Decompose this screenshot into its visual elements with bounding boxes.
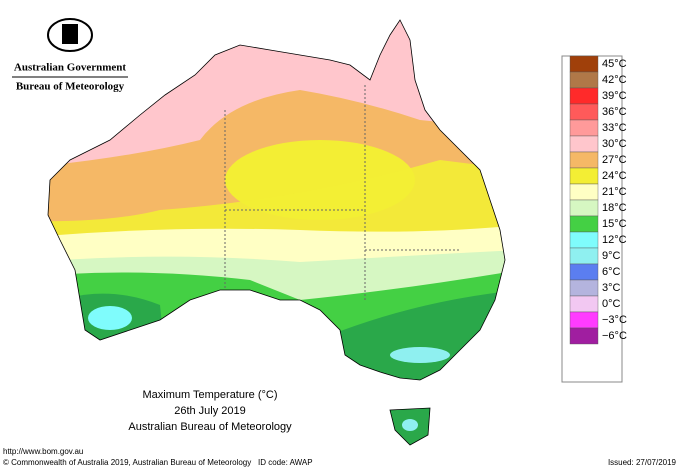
legend-label: 45°C — [602, 58, 627, 70]
government-name: Australian Government — [14, 62, 126, 74]
legend-label: 42°C — [602, 74, 627, 86]
crest — [47, 18, 93, 52]
legend-label: 30°C — [602, 138, 627, 150]
map-title: Maximum Temperature (°C) — [142, 389, 277, 401]
legend-swatch — [569, 167, 599, 185]
legend-swatch — [569, 247, 599, 265]
agency-name: Bureau of Meteorology — [16, 81, 125, 93]
legend-label: 33°C — [602, 122, 627, 134]
map-date: 26th July 2019 — [174, 405, 246, 417]
legend-swatch — [569, 71, 599, 89]
legend-swatch — [569, 55, 599, 73]
legend-swatch — [569, 215, 599, 233]
legend-swatch — [569, 231, 599, 249]
legend-label: 24°C — [602, 170, 627, 182]
legend-label: 27°C — [602, 154, 627, 166]
legend-label: 0°C — [602, 298, 621, 310]
footer-url: http://www.bom.gov.au — [3, 447, 83, 456]
legend-swatch — [569, 279, 599, 297]
temperature-map — [48, 20, 505, 380]
legend-swatch — [569, 103, 599, 121]
legend-label: 3°C — [602, 282, 621, 294]
legend-swatch — [569, 151, 599, 169]
legend-label: 21°C — [602, 186, 627, 198]
legend-label: 9°C — [602, 250, 621, 262]
map-source: Australian Bureau of Meteorology — [128, 421, 292, 433]
legend-swatch — [569, 135, 599, 153]
legend-swatch — [569, 327, 599, 345]
legend-label: 18°C — [602, 202, 627, 214]
legend-label: 39°C — [602, 90, 627, 102]
legend-label: −3°C — [602, 314, 627, 326]
footer-id: ID code: AWAP — [258, 458, 313, 467]
legend-swatch — [569, 199, 599, 217]
legend-swatch — [569, 311, 599, 329]
footer-copyright: © Commonwealth of Australia 2019, Austra… — [3, 458, 251, 467]
legend-label: 12°C — [602, 234, 627, 246]
coastline — [47, 19, 506, 381]
legend-swatch — [569, 119, 599, 137]
legend-label: 6°C — [602, 266, 621, 278]
legend-swatch — [569, 295, 599, 313]
legend-swatch — [569, 183, 599, 201]
legend-label: 15°C — [602, 218, 627, 230]
legend-swatch — [569, 263, 599, 281]
footer-issued: Issued: 27/07/2019 — [608, 458, 677, 467]
legend-label: 36°C — [602, 106, 627, 118]
legend-label: −6°C — [602, 330, 627, 342]
legend-swatch — [569, 87, 599, 105]
legend: 45°C 42°C 39°C 36°C 33°C 30°C 27°C 24°C 21°C 18°C… — [561, 55, 627, 383]
tasmania — [389, 407, 431, 446]
